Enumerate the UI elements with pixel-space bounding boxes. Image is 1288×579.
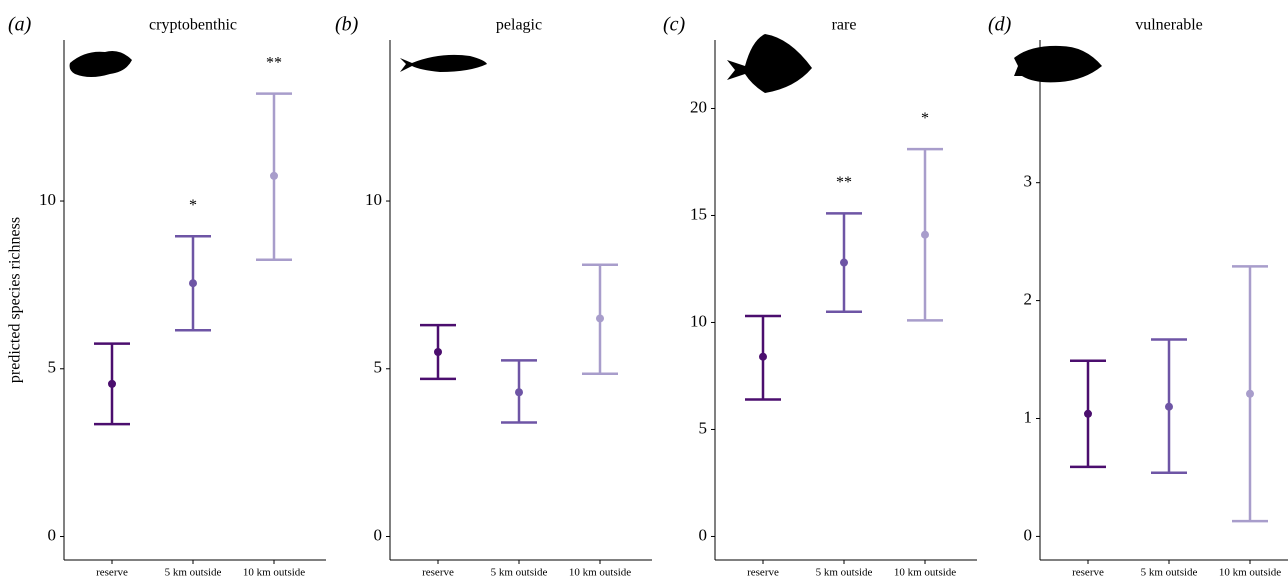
significance-label: * <box>189 197 197 214</box>
significance-label: ** <box>266 54 282 71</box>
fish-icon <box>69 51 132 77</box>
y-tick-label: 0 <box>374 525 383 544</box>
panel-label: (b) <box>335 14 359 36</box>
fish-icon <box>400 54 487 72</box>
point <box>270 171 278 180</box>
y-tick-label: 5 <box>699 418 708 437</box>
point <box>1165 402 1173 411</box>
x-tick-label: 5 km outside <box>491 567 548 579</box>
point <box>921 230 929 239</box>
fish-icon <box>1014 45 1102 83</box>
point <box>434 348 442 356</box>
point <box>515 388 523 397</box>
y-tick-label: 0 <box>1024 525 1033 544</box>
point <box>1084 409 1092 418</box>
x-tick-label: reserve <box>747 567 779 579</box>
fish-icons <box>69 34 1102 93</box>
panel-title: rare <box>832 17 857 34</box>
y-tick-label: 5 <box>48 358 57 377</box>
y-tick-label: 2 <box>1024 289 1033 308</box>
x-tick-label: 10 km outside <box>243 567 305 579</box>
x-tick-label: 10 km outside <box>894 567 956 579</box>
point <box>108 379 116 388</box>
y-tick-label: 20 <box>690 97 707 116</box>
point <box>1246 389 1254 398</box>
y-tick-label: 10 <box>39 190 56 209</box>
y-tick-label: 0 <box>48 525 57 544</box>
panel-label: (d) <box>988 14 1012 36</box>
x-tick-label: 5 km outside <box>1141 567 1198 579</box>
y-axis-label: predicted species richness <box>7 217 24 383</box>
y-tick-label: 0 <box>699 525 708 544</box>
significance-label: * <box>921 110 929 127</box>
y-tick-label: 10 <box>365 190 382 209</box>
fish-icon <box>727 34 812 93</box>
x-tick-label: 10 km outside <box>1219 567 1281 579</box>
x-tick-label: 5 km outside <box>816 567 873 579</box>
panel-title: pelagic <box>496 17 542 34</box>
panel-label: (c) <box>663 14 686 36</box>
y-tick-label: 1 <box>1024 407 1033 426</box>
point <box>759 352 767 361</box>
y-tick-label: 3 <box>1024 172 1033 191</box>
y-tick-label: 5 <box>374 358 383 377</box>
panel-title: vulnerable <box>1135 17 1203 34</box>
point <box>596 314 604 323</box>
y-tick-label: 10 <box>690 311 707 330</box>
y-tick-label: 15 <box>690 204 707 223</box>
point <box>189 279 197 288</box>
x-tick-label: reserve <box>96 567 128 579</box>
x-tick-label: 10 km outside <box>569 567 631 579</box>
y-tick-label: 4 <box>1024 54 1033 73</box>
point <box>840 258 848 267</box>
x-tick-label: 5 km outside <box>165 567 222 579</box>
panel-label: (a) <box>8 14 32 36</box>
x-tick-label: reserve <box>422 567 454 579</box>
x-tick-label: reserve <box>1072 567 1104 579</box>
panel-title: cryptobenthic <box>149 17 237 34</box>
significance-label: ** <box>836 174 852 191</box>
